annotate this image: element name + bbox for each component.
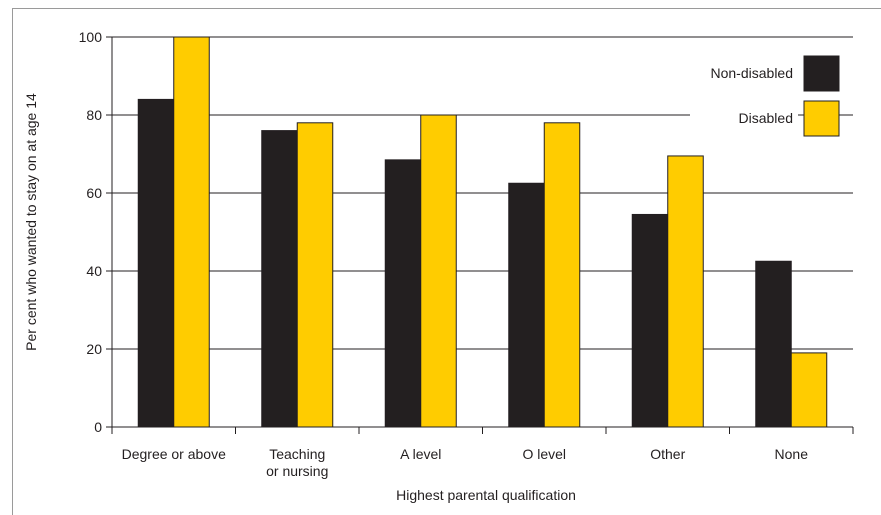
y-tick-label: 20 <box>86 341 102 357</box>
axes <box>111 37 853 428</box>
y-tick-label: 60 <box>86 185 102 201</box>
x-tick-label: A level <box>400 446 441 462</box>
bar-disabled <box>667 155 704 428</box>
x-tick-label: Teaching or nursing <box>266 446 328 479</box>
legend-text-backdrop <box>690 107 798 131</box>
x-tick-label: O level <box>522 446 566 462</box>
bar-non-disabled <box>384 159 422 428</box>
x-tick-label: Degree or above <box>122 446 227 462</box>
bar-disabled <box>543 122 581 428</box>
legend-label: Non-disabled <box>711 65 794 81</box>
bars <box>137 36 828 428</box>
frame-top-border <box>12 8 881 9</box>
y-tick-label: 40 <box>86 263 102 279</box>
legend-swatch <box>803 55 840 92</box>
y-ticks: 0 20 40 60 80 100 <box>79 29 112 435</box>
x-axis-label: Highest parental qualification <box>396 487 576 503</box>
legend-text-backdrop <box>690 62 798 86</box>
y-tick-label: 80 <box>86 107 102 123</box>
bar-disabled <box>296 122 334 428</box>
x-tick-label: Other <box>650 446 685 462</box>
y-tick-label: 100 <box>79 29 103 45</box>
legend: Non-disabled Disabled <box>690 55 840 137</box>
bar-non-disabled <box>261 130 298 428</box>
bar-non-disabled <box>508 182 545 428</box>
x-tick-label: None <box>775 446 809 462</box>
y-axis-label: Per cent who wanted to stay on at age 14 <box>23 93 39 351</box>
y-tick-label: 0 <box>94 419 102 435</box>
legend-swatch <box>803 100 840 137</box>
bar-non-disabled <box>755 260 792 428</box>
bar-disabled <box>420 114 457 428</box>
bar-disabled <box>173 36 210 428</box>
bar-disabled <box>790 352 828 428</box>
bar-non-disabled <box>137 98 175 428</box>
frame-left-border <box>12 8 13 515</box>
x-ticks: Degree or above Teaching or nursing A level… <box>111 427 854 479</box>
legend-label: Disabled <box>739 110 793 126</box>
bar-non-disabled <box>631 213 669 428</box>
